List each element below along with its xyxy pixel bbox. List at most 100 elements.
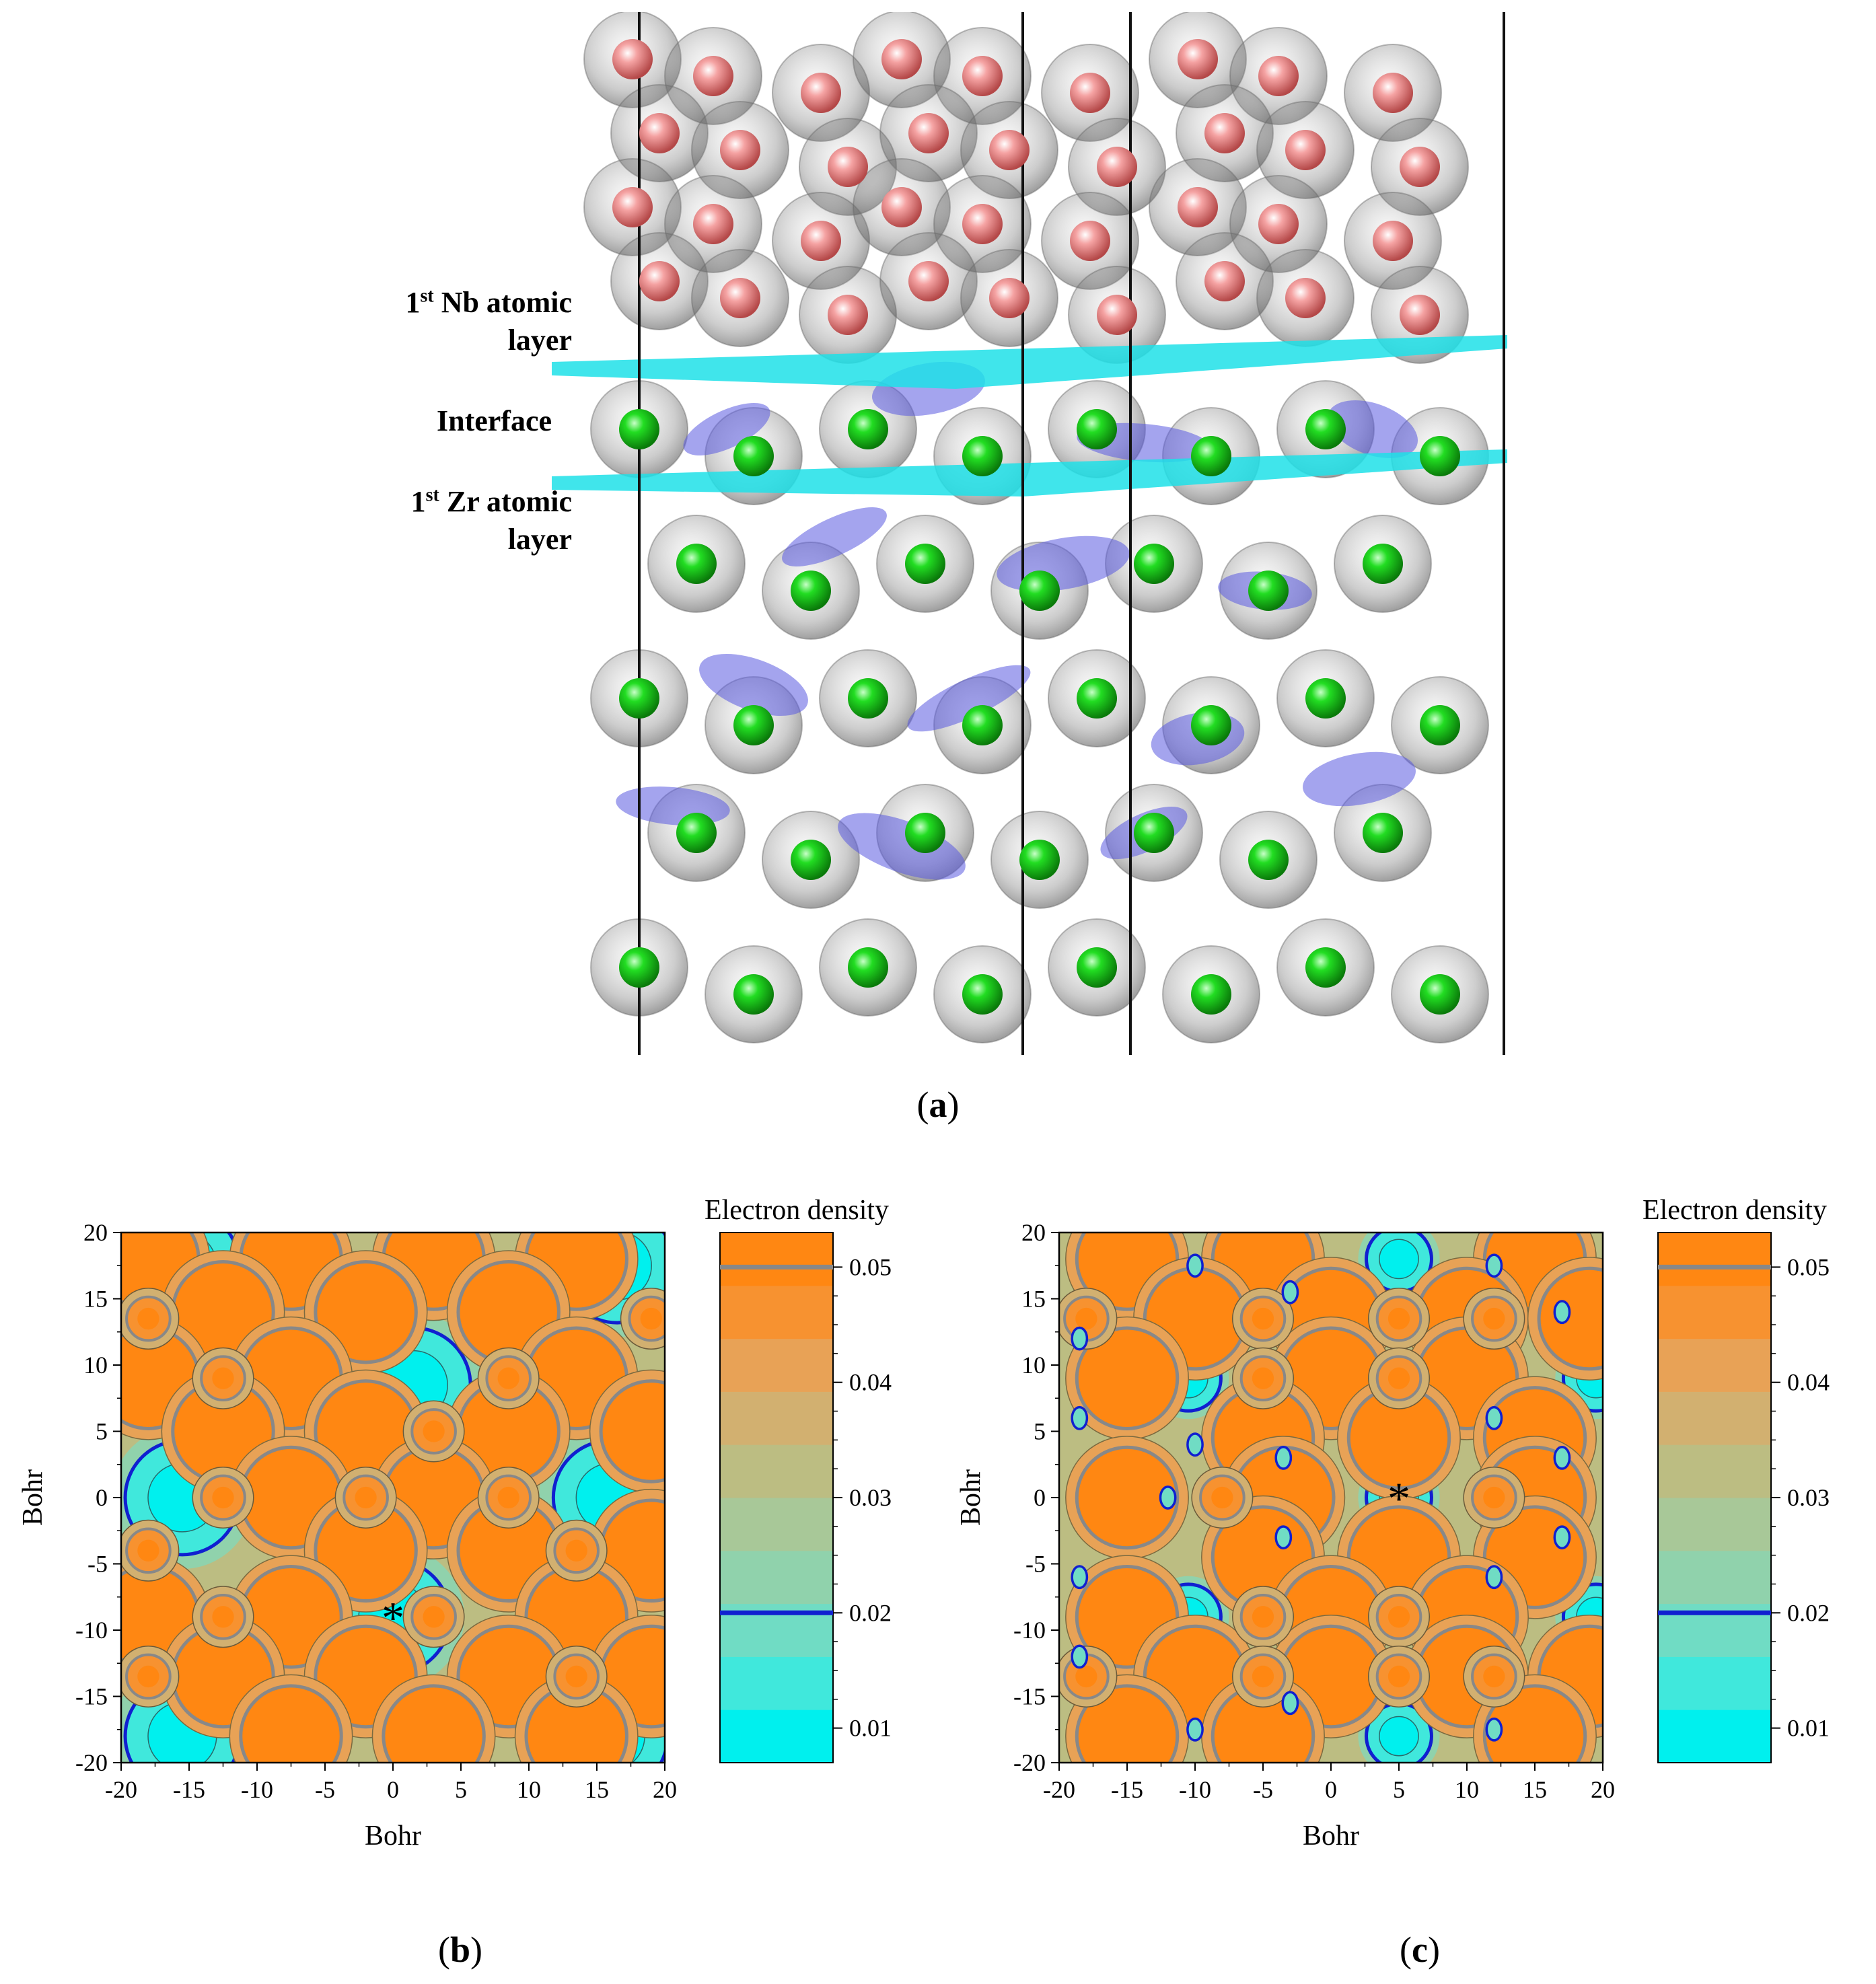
nb-atom <box>693 204 733 244</box>
isosurface-blob <box>838 813 966 880</box>
zr-layer-label: 1st Zr atomic layer <box>410 484 572 556</box>
zr-atom <box>1305 947 1346 988</box>
nb-atom <box>1204 261 1245 301</box>
density-maximum <box>1537 1266 1603 1371</box>
density-small-core <box>1252 1606 1274 1628</box>
zr-layer-plane <box>552 449 1507 497</box>
y-tick-label: 20 <box>83 1219 108 1246</box>
nb-atom <box>1097 147 1137 187</box>
density-small-core <box>212 1486 234 1509</box>
y-tick-label: -5 <box>1025 1551 1046 1578</box>
contour-plot-area <box>121 1233 665 1763</box>
zr-atom <box>1134 544 1174 584</box>
nb-atom <box>1258 56 1299 96</box>
zr-atom <box>1191 705 1231 745</box>
density-020-loop <box>1485 1565 1503 1590</box>
colorbar-tick-label: 0.05 <box>1787 1253 1830 1280</box>
density-020-loop <box>1186 1432 1204 1457</box>
nb-atom <box>908 113 949 153</box>
isosurface-blob <box>907 665 1031 732</box>
colorbar-band <box>1658 1710 1771 1763</box>
density-minimum-core <box>1379 1716 1419 1757</box>
density-small-core <box>212 1606 234 1628</box>
zr-atom <box>848 678 888 719</box>
cell-edge-lines <box>638 12 1505 1055</box>
colorbar-tick-label: 0.02 <box>849 1599 892 1626</box>
density-020-loop <box>1071 1405 1089 1430</box>
colorbar: 0.05 0.04 0.03 0.02 0.01 Electron density <box>705 1198 892 1763</box>
density-small-core <box>1252 1367 1274 1389</box>
panel-c-contour-chart: * -20 -15 -10 -5 0 5 10 15 20 20 15 10 5 0 -5 -10 -15 -20 B… <box>955 1198 1830 1851</box>
zr-atom <box>1363 813 1403 853</box>
zr-atom <box>619 947 659 988</box>
density-small-core <box>1483 1665 1505 1688</box>
x-tick-label: -15 <box>173 1776 205 1803</box>
zr-atom <box>962 705 1003 745</box>
nb-atom <box>1285 278 1326 318</box>
y-tick-label: 10 <box>1021 1352 1046 1379</box>
density-020-loop <box>1071 1644 1089 1669</box>
nb-atom <box>1373 73 1413 113</box>
density-small-core <box>640 1307 662 1330</box>
colorbar-band <box>720 1710 833 1763</box>
caption-b: (b) <box>437 1930 482 1970</box>
zr-atom <box>1191 436 1231 476</box>
isosurface-blob <box>699 653 808 717</box>
density-small-core <box>1387 1307 1410 1330</box>
zr-atom <box>1248 571 1289 611</box>
x-tick-label: 5 <box>455 1776 467 1803</box>
position-marker: * <box>382 1592 404 1643</box>
nb-atom <box>881 187 922 227</box>
colorbar-band <box>1658 1656 1771 1710</box>
density-minimum-core <box>1379 1239 1419 1280</box>
density-small-core <box>423 1420 445 1442</box>
density-020-loop <box>1186 1717 1204 1742</box>
x-tick-label: 15 <box>1523 1776 1547 1803</box>
layer-planes <box>552 335 1507 497</box>
colorbar-band <box>720 1550 833 1605</box>
nb-atom <box>828 295 868 335</box>
colorbar-band <box>720 1338 833 1392</box>
colorbar-band <box>1658 1285 1771 1339</box>
x-tick-label: -5 <box>315 1776 335 1803</box>
panel-b-contour-chart: * -20 -15 -10 -5 0 5 10 15 20 20 15 10 5 0 -5 -10 -15 -20 B… <box>17 1198 892 1851</box>
y-tick-label: -5 <box>87 1551 108 1578</box>
density-maximum <box>1482 1684 1587 1763</box>
x-tick-label: 10 <box>1455 1776 1479 1803</box>
colorbar-tick-label: 0.03 <box>849 1484 892 1511</box>
density-maximum <box>239 1684 343 1763</box>
nb-atom <box>828 147 868 187</box>
zr-atom <box>962 974 1003 1015</box>
density-small-core <box>1211 1486 1233 1509</box>
density-020-loop <box>1485 1405 1503 1430</box>
caption-a: (a) <box>916 1085 960 1125</box>
zr-atom <box>848 947 888 988</box>
zr-atom <box>733 705 774 745</box>
colorbar-title: Electron density <box>1643 1198 1827 1226</box>
colorbar-tick-label: 0.01 <box>849 1715 892 1742</box>
density-small-core <box>1252 1307 1274 1330</box>
nb-atom <box>639 261 680 301</box>
density-small-core <box>497 1367 519 1389</box>
density-maximum <box>1075 1326 1180 1430</box>
colorbar-tick-label: 0.01 <box>1787 1715 1830 1742</box>
density-020-loop <box>1485 1253 1503 1278</box>
x-tick-label: 10 <box>517 1776 541 1803</box>
y-tick-label: 0 <box>96 1484 108 1511</box>
nb-atom <box>1178 187 1218 227</box>
nb-atom <box>1373 221 1413 261</box>
density-small-core <box>1483 1307 1505 1330</box>
zr-atom <box>791 571 831 611</box>
nb-atom <box>693 56 733 96</box>
zr-atom <box>1134 813 1174 853</box>
y-tick-label: -15 <box>75 1683 108 1710</box>
colorbar-band <box>720 1444 833 1498</box>
density-020-loop <box>1553 1525 1571 1550</box>
colorbar-tick-label: 0.04 <box>1787 1369 1830 1396</box>
colorbar-band <box>720 1498 833 1551</box>
x-tick-label: 20 <box>1591 1776 1615 1803</box>
nb-atom <box>1285 130 1326 170</box>
electron-density-shells <box>583 12 1489 1043</box>
y-tick-label: -10 <box>1013 1617 1046 1644</box>
density-maximum <box>1075 1445 1180 1550</box>
